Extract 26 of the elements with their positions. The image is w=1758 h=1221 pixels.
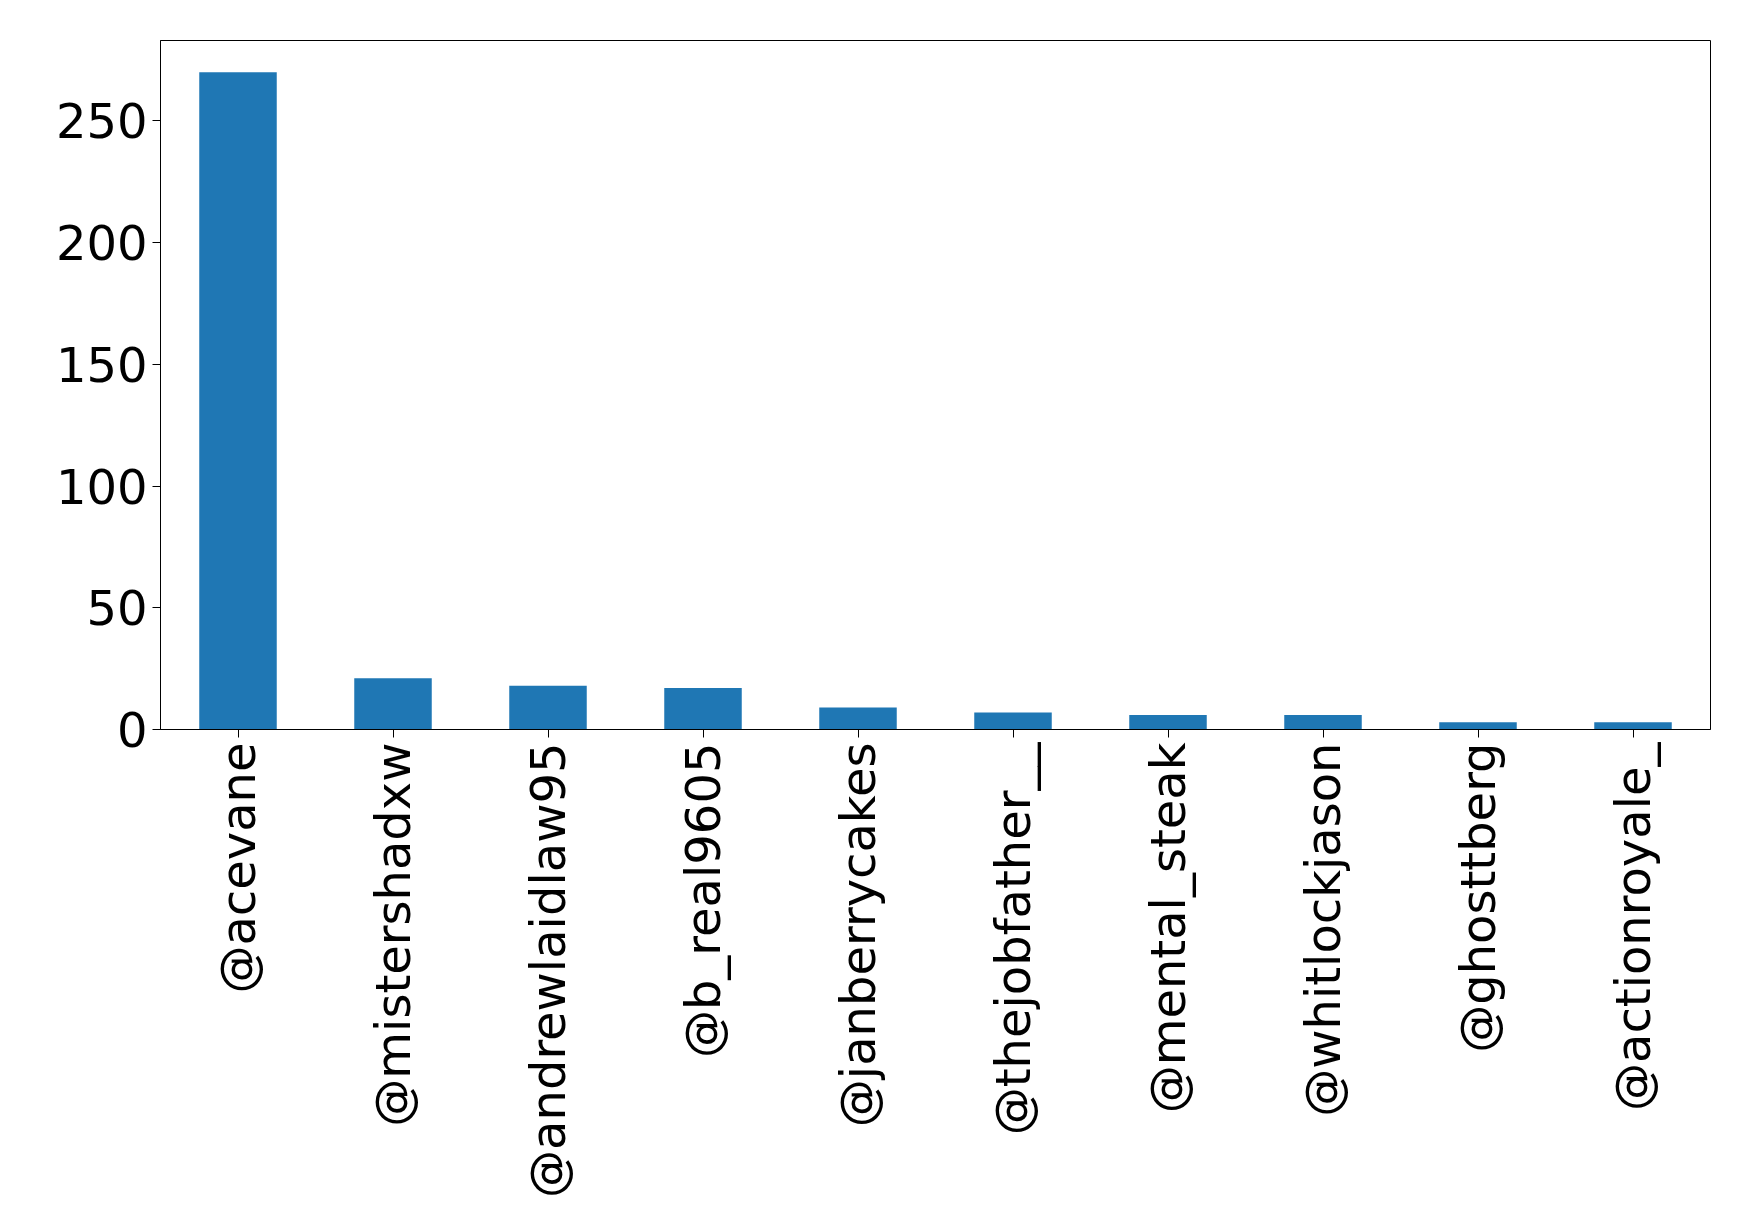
bar [199, 72, 277, 730]
x-tick-label: @ghosttberg [1450, 742, 1506, 1053]
x-tick-label: @thejobfather__ [985, 741, 1041, 1136]
x-tick-label: @whitlockjason [1295, 742, 1351, 1117]
y-tick-label: 50 [86, 580, 148, 637]
x-tick-label: @andrewlaidlaw95 [520, 742, 576, 1198]
bar [354, 678, 432, 730]
x-tick-label: @b_real9605 [675, 742, 731, 1059]
x-tick-label: @mistershadxw [365, 742, 421, 1127]
bar [664, 688, 742, 730]
y-tick-label: 100 [55, 458, 148, 515]
x-tick-label: @acevane [210, 742, 266, 994]
bar [1129, 714, 1207, 730]
bar [1284, 714, 1362, 730]
x-tick-label: @actionroyale_ [1605, 741, 1661, 1111]
y-tick-label: 150 [55, 336, 148, 393]
bar [1594, 722, 1672, 730]
y-tick-label: 0 [116, 702, 148, 758]
x-tick-label: @mental_steak [1140, 742, 1196, 1114]
y-tick-label: 250 [55, 93, 148, 150]
x-tick-label: @janberrycakes [830, 742, 886, 1128]
bar [974, 712, 1052, 730]
bar [1439, 722, 1517, 730]
y-tick-label: 200 [55, 215, 148, 272]
bar [509, 685, 587, 730]
bar [819, 707, 897, 730]
